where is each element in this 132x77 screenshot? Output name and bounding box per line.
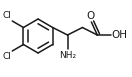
Text: NH₂: NH₂ <box>59 51 76 60</box>
Text: Cl: Cl <box>2 52 11 61</box>
Text: O: O <box>86 10 95 20</box>
Text: Cl: Cl <box>2 11 11 20</box>
Text: OH: OH <box>112 30 128 40</box>
